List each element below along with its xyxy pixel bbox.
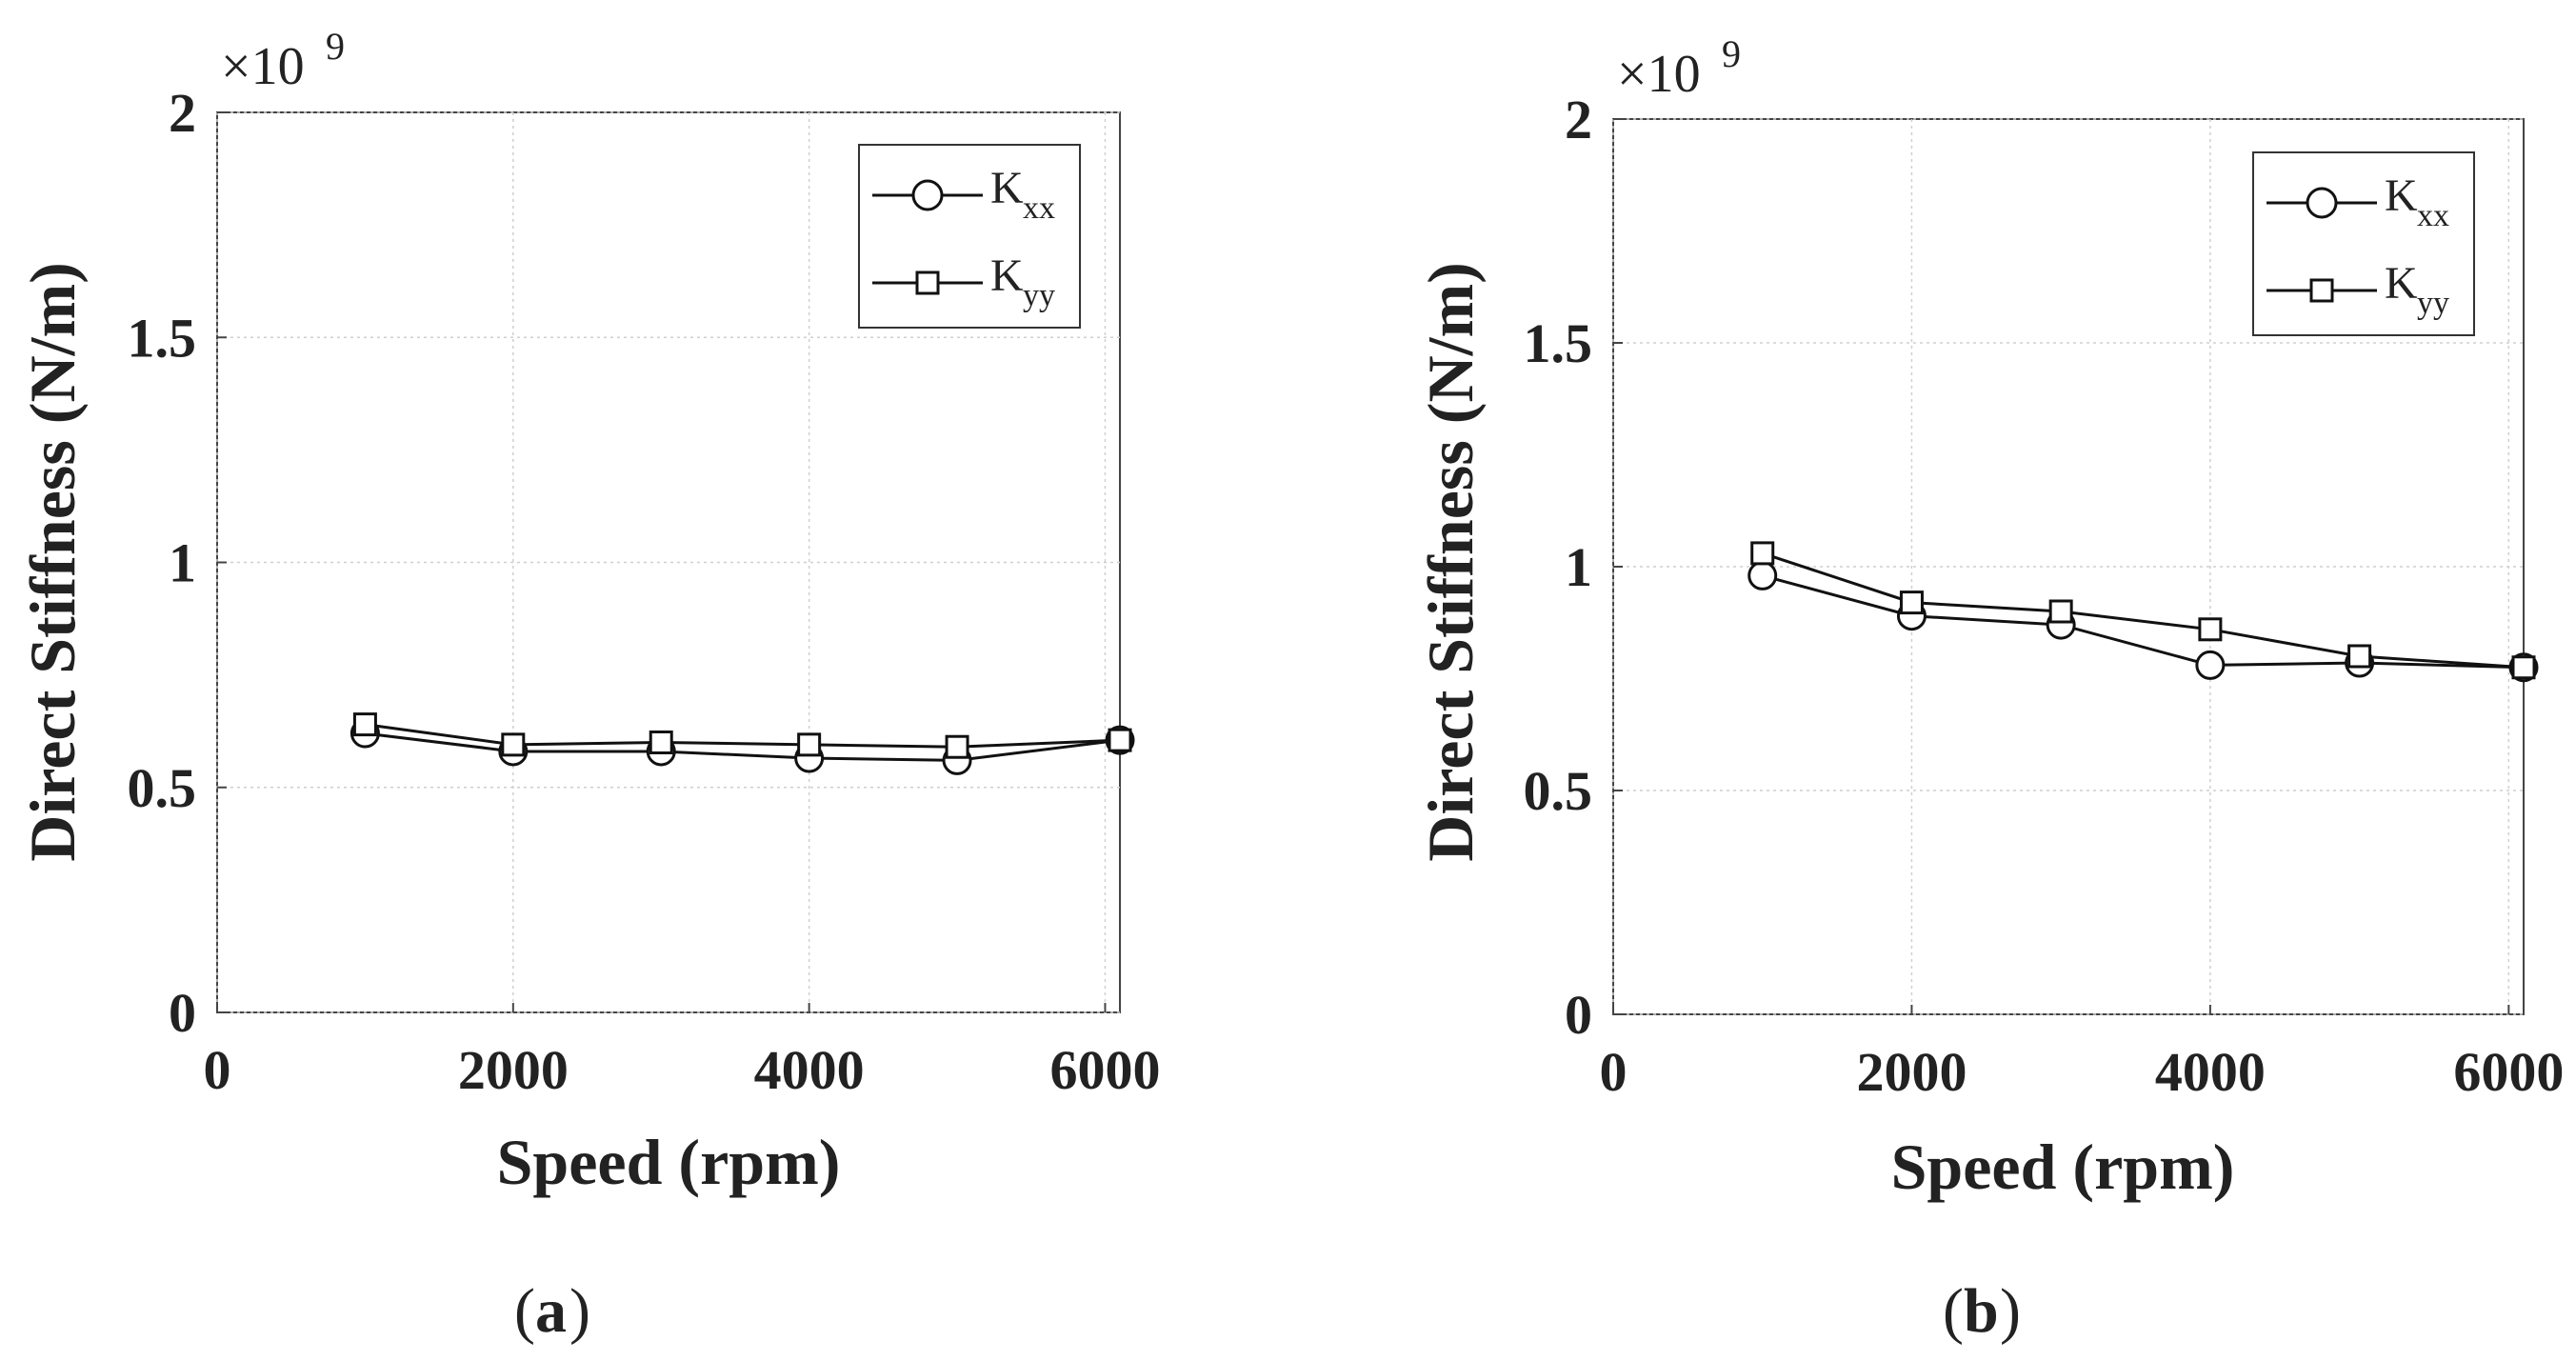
legend-label-kxx: K — [2385, 170, 2418, 221]
legend-label-kyy: K — [990, 250, 1024, 301]
data-point-kyy — [2048, 599, 2073, 624]
y-tick-label: 0.5 — [128, 757, 197, 819]
data-point-kyy — [1108, 728, 1132, 752]
caption-close-paren: ) — [569, 1276, 590, 1346]
panel-caption: ( a ) — [514, 1276, 590, 1346]
caption-close-paren: ) — [2000, 1276, 2021, 1346]
y-axis-exponent: 9 — [1722, 32, 1741, 75]
legend-box — [858, 144, 1081, 329]
panel-a-chart: 0 0.5 1 1.5 2 0 2000 4000 6000 ×10 9 Direct Sti… — [16, 25, 1160, 1346]
x-tick-label: 4000 — [2155, 1041, 2266, 1103]
x-tick-label: 2000 — [458, 1039, 569, 1101]
y-tick-label: 0.5 — [1524, 760, 1593, 822]
series-line-kxx — [1762, 573, 2525, 670]
legend-marker-kyy — [2309, 278, 2334, 303]
legend-marker-kyy — [915, 270, 940, 295]
x-tick-label: 0 — [204, 1039, 231, 1101]
legend-label-kxx: K — [990, 163, 1024, 213]
y-axis-exponent: 9 — [326, 25, 345, 68]
data-point-kyy — [501, 732, 526, 757]
panel-b-chart: 0 0.5 1 1.5 2 0 2000 4000 6000 ×10 9 Direct Sti… — [1414, 32, 2564, 1346]
legend-subscript-kxx: xx — [2417, 198, 2449, 233]
x-tick-labels: 0 2000 4000 6000 — [1600, 1005, 2564, 1103]
x-tick-labels: 0 2000 4000 6000 — [204, 1003, 1160, 1101]
y-tick-labels: 0 0.5 1 1.5 2 — [1524, 89, 1623, 1046]
y-tick-label: 0 — [1565, 984, 1592, 1046]
data-point-kyy — [649, 731, 673, 754]
legend-subscript-kyy: yy — [2417, 286, 2449, 321]
y-tick-label: 1 — [169, 532, 196, 594]
legend: K xx K yy — [858, 144, 1081, 329]
x-tick-label: 4000 — [754, 1039, 865, 1101]
series-line-kyy — [365, 723, 1121, 749]
y-tick-label: 1.5 — [1524, 312, 1593, 374]
legend-subscript-kyy: yy — [1023, 278, 1055, 313]
y-tick-label: 0 — [169, 982, 196, 1044]
y-tick-label: 1.5 — [128, 307, 197, 369]
y-axis-label: Direct Stiffness (N/m) — [1414, 262, 1487, 861]
legend-subscript-kxx: xx — [1023, 190, 1055, 226]
caption-letter: a — [535, 1276, 567, 1346]
data-point-kyy — [2347, 644, 2372, 669]
x-axis-label: Speed (rpm) — [497, 1126, 841, 1198]
data-series — [349, 712, 1135, 775]
data-point-kyy — [2511, 655, 2536, 680]
y-axis-multiplier: ×10 — [221, 37, 305, 96]
series-line-kyy — [1762, 551, 2525, 670]
y-tick-label: 2 — [1565, 89, 1592, 150]
x-tick-label: 6000 — [2453, 1041, 2564, 1103]
legend-marker-kxx — [2306, 187, 2338, 219]
data-series — [1747, 541, 2539, 683]
y-tick-label: 1 — [1565, 536, 1592, 598]
x-tick-label: 6000 — [1049, 1039, 1160, 1101]
legend-box — [2252, 151, 2475, 336]
series-line-kxx — [365, 731, 1121, 762]
y-axis-label: Direct Stiffness (N/m) — [16, 262, 89, 861]
x-tick-label: 0 — [1600, 1041, 1627, 1103]
data-point-kxx — [2195, 650, 2226, 680]
y-axis-multiplier: ×10 — [1617, 45, 1701, 104]
data-point-kyy — [2198, 617, 2223, 642]
x-axis-label: Speed (rpm) — [1891, 1131, 2235, 1203]
x-tick-label: 2000 — [1856, 1041, 1967, 1103]
caption-letter: b — [1964, 1276, 1999, 1346]
caption-open-paren: ( — [1943, 1276, 1964, 1346]
y-tick-labels: 0 0.5 1 1.5 2 — [128, 82, 227, 1044]
caption-open-paren: ( — [514, 1276, 535, 1346]
data-point-kyy — [352, 712, 377, 737]
legend-marker-kxx — [911, 179, 944, 211]
data-point-kyy — [1750, 541, 1775, 566]
legend: K xx K yy — [2252, 151, 2475, 336]
data-point-kyy — [797, 732, 822, 757]
data-point-kyy — [1899, 590, 1924, 615]
y-tick-label: 2 — [169, 82, 196, 144]
legend-label-kyy: K — [2385, 258, 2418, 309]
panel-caption: ( b ) — [1943, 1276, 2021, 1346]
data-point-kxx — [1747, 560, 1778, 590]
data-point-kyy — [945, 734, 969, 759]
